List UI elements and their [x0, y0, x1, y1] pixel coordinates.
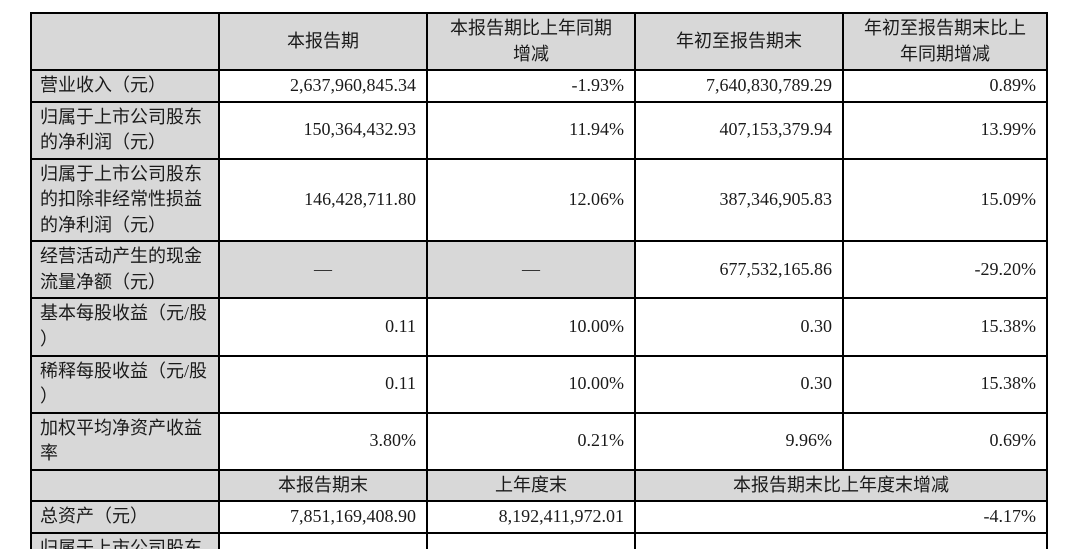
- header-corner-cell: [30, 11, 220, 72]
- metric-label: 归属于上市公司股东的所有者权益（元）: [30, 531, 220, 549]
- value-ytd-yoy: 15.38%: [842, 297, 1048, 357]
- value-current-period: 146,428,711.80: [218, 157, 428, 243]
- value-current-period-yoy: 0.21%: [426, 411, 636, 471]
- financial-summary-table: 本报告期 本报告期比上年同期增减 年初至报告期末 年初至报告期末比上年同期增减 …: [30, 11, 1048, 549]
- value-current-period: 3.80%: [218, 411, 428, 471]
- value-current-period-yoy: 12.06%: [426, 157, 636, 243]
- value-ytd-yoy: 15.38%: [842, 354, 1048, 414]
- table-row-weighted-avg-roe: 加权平均净资产收益率 3.80% 0.21% 9.96% 0.69%: [30, 411, 1048, 471]
- metric-label: 基本每股收益（元/股）: [30, 297, 220, 357]
- header-ytd-yoy: 年初至报告期末比上年同期增减: [842, 11, 1048, 72]
- value-change: -4.17%: [634, 500, 1048, 534]
- value-current-period-dash: —: [218, 240, 428, 300]
- value-current-period-yoy: 10.00%: [426, 354, 636, 414]
- value-ytd: 0.30: [634, 297, 844, 357]
- table-row-equity: 归属于上市公司股东的所有者权益（元） 3,956,574,534.14 4,15…: [30, 531, 1048, 549]
- table-row-net-profit-excl-nonrecurring: 归属于上市公司股东的扣除非经常性损益的净利润（元） 146,428,711.80…: [30, 157, 1048, 243]
- table-header-row: 本报告期 本报告期比上年同期增减 年初至报告期末 年初至报告期末比上年同期增减: [30, 11, 1048, 72]
- value-prev-year-end: 8,192,411,972.01: [426, 500, 636, 534]
- metric-label: 归属于上市公司股东的净利润（元）: [30, 100, 220, 160]
- metric-label: 加权平均净资产收益率: [30, 411, 220, 471]
- table-row-diluted-eps: 稀释每股收益（元/股） 0.11 10.00% 0.30 15.38%: [30, 354, 1048, 414]
- metric-label: 总资产（元）: [30, 500, 220, 534]
- value-period-end: 7,851,169,408.90: [218, 500, 428, 534]
- value-period-end: 3,956,574,534.14: [218, 531, 428, 549]
- value-ytd: 9.96%: [634, 411, 844, 471]
- value-current-period: 0.11: [218, 354, 428, 414]
- subheader-corner-cell: [30, 468, 220, 503]
- header-current-period-yoy: 本报告期比上年同期增减: [426, 11, 636, 72]
- table-subheader-row: 本报告期末 上年度末 本报告期末比上年度末增减: [30, 468, 1048, 503]
- value-current-period-yoy: -1.93%: [426, 69, 636, 103]
- value-prev-year-end: 4,150,541,154.20: [426, 531, 636, 549]
- value-ytd: 407,153,379.94: [634, 100, 844, 160]
- metric-label: 营业收入（元）: [30, 69, 220, 103]
- value-change: -4.67%: [634, 531, 1048, 549]
- subheader-period-end: 本报告期末: [218, 468, 428, 503]
- metric-label: 稀释每股收益（元/股）: [30, 354, 220, 414]
- value-ytd-yoy: 15.09%: [842, 157, 1048, 243]
- metric-label: 经营活动产生的现金流量净额（元）: [30, 240, 220, 300]
- value-ytd: 7,640,830,789.29: [634, 69, 844, 103]
- value-ytd: 0.30: [634, 354, 844, 414]
- table-row-total-assets: 总资产（元） 7,851,169,408.90 8,192,411,972.01…: [30, 500, 1048, 534]
- value-ytd-yoy: 0.89%: [842, 69, 1048, 103]
- value-current-period: 2,637,960,845.34: [218, 69, 428, 103]
- value-current-period: 0.11: [218, 297, 428, 357]
- table-row-operating-cash-flow: 经营活动产生的现金流量净额（元） — — 677,532,165.86 -29.…: [30, 240, 1048, 300]
- table-row-basic-eps: 基本每股收益（元/股） 0.11 10.00% 0.30 15.38%: [30, 297, 1048, 357]
- value-current-period-yoy: 11.94%: [426, 100, 636, 160]
- table-row-revenue: 营业收入（元） 2,637,960,845.34 -1.93% 7,640,83…: [30, 69, 1048, 103]
- subheader-period-end-vs-prev: 本报告期末比上年度末增减: [634, 468, 1048, 503]
- header-current-period: 本报告期: [218, 11, 428, 72]
- table-row-net-profit: 归属于上市公司股东的净利润（元） 150,364,432.93 11.94% 4…: [30, 100, 1048, 160]
- value-ytd: 677,532,165.86: [634, 240, 844, 300]
- value-ytd-yoy: -29.20%: [842, 240, 1048, 300]
- subheader-prev-year-end: 上年度末: [426, 468, 636, 503]
- value-current-period: 150,364,432.93: [218, 100, 428, 160]
- value-ytd-yoy: 0.69%: [842, 411, 1048, 471]
- value-current-period-yoy: 10.00%: [426, 297, 636, 357]
- header-ytd: 年初至报告期末: [634, 11, 844, 72]
- metric-label: 归属于上市公司股东的扣除非经常性损益的净利润（元）: [30, 157, 220, 243]
- value-ytd-yoy: 13.99%: [842, 100, 1048, 160]
- value-current-period-yoy-dash: —: [426, 240, 636, 300]
- value-ytd: 387,346,905.83: [634, 157, 844, 243]
